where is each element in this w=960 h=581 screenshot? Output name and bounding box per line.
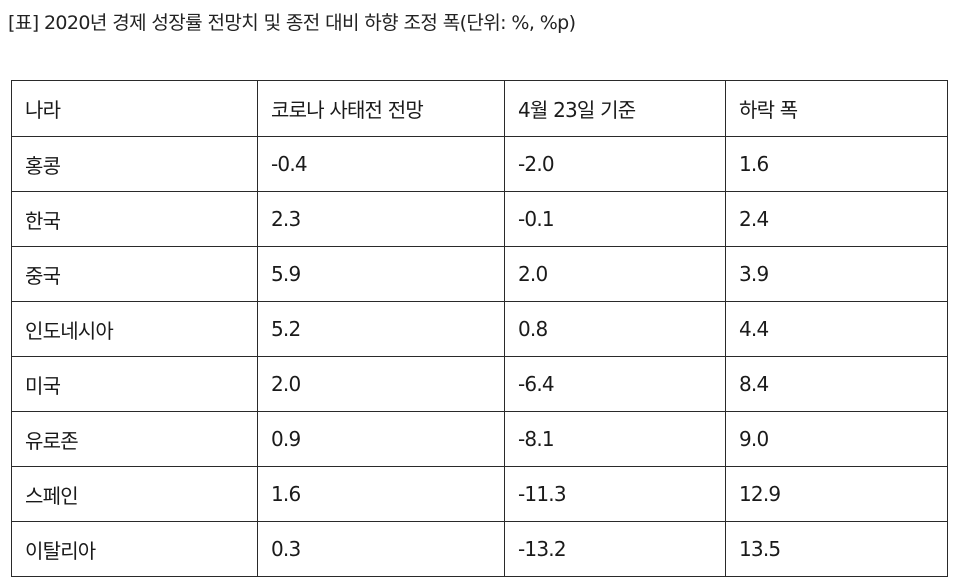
cell-pre-covid-forecast: 0.3: [257, 521, 505, 577]
cell-april-23-forecast: -0.1: [504, 191, 726, 247]
header-decline: 하락 폭: [725, 80, 948, 137]
cell-pre-covid-forecast: 5.2: [257, 301, 505, 357]
cell-april-23-forecast: -11.3: [504, 466, 726, 522]
cell-decline: 8.4: [725, 356, 948, 412]
cell-country: 중국: [11, 246, 258, 302]
cell-pre-covid-forecast: 1.6: [257, 466, 505, 522]
cell-country: 스페인: [11, 466, 258, 522]
cell-april-23-forecast: -6.4: [504, 356, 726, 412]
table-caption: [표] 2020년 경제 성장률 전망치 및 종전 대비 하향 조정 폭(단위:…: [8, 12, 576, 34]
table-row: 한국 2.3 -0.1 2.4: [11, 191, 948, 247]
table-row: 유로존 0.9 -8.1 9.0: [11, 411, 948, 467]
table-row: 미국 2.0 -6.4 8.4: [11, 356, 948, 412]
cell-decline: 3.9: [725, 246, 948, 302]
cell-pre-covid-forecast: 2.3: [257, 191, 505, 247]
cell-decline: 12.9: [725, 466, 948, 522]
table-header-row: 나라 코로나 사태전 전망 4월 23일 기준 하락 폭: [11, 80, 948, 137]
cell-pre-covid-forecast: 0.9: [257, 411, 505, 467]
table-row: 인도네시아 5.2 0.8 4.4: [11, 301, 948, 357]
table-row: 스페인 1.6 -11.3 12.9: [11, 466, 948, 522]
cell-pre-covid-forecast: 2.0: [257, 356, 505, 412]
cell-april-23-forecast: 0.8: [504, 301, 726, 357]
growth-forecast-table: 나라 코로나 사태전 전망 4월 23일 기준 하락 폭 홍콩 -0.4 -2.…: [11, 80, 948, 577]
cell-country: 이탈리아: [11, 521, 258, 577]
cell-country: 한국: [11, 191, 258, 247]
header-country: 나라: [11, 80, 258, 137]
cell-pre-covid-forecast: -0.4: [257, 136, 505, 192]
header-pre-covid-forecast: 코로나 사태전 전망: [257, 80, 505, 137]
cell-april-23-forecast: -8.1: [504, 411, 726, 467]
cell-country: 인도네시아: [11, 301, 258, 357]
cell-pre-covid-forecast: 5.9: [257, 246, 505, 302]
cell-april-23-forecast: 2.0: [504, 246, 726, 302]
cell-decline: 4.4: [725, 301, 948, 357]
header-april-23-forecast: 4월 23일 기준: [504, 80, 726, 137]
cell-decline: 2.4: [725, 191, 948, 247]
table-row: 중국 5.9 2.0 3.9: [11, 246, 948, 302]
cell-april-23-forecast: -13.2: [504, 521, 726, 577]
cell-country: 유로존: [11, 411, 258, 467]
table-row: 이탈리아 0.3 -13.2 13.5: [11, 521, 948, 577]
cell-decline: 1.6: [725, 136, 948, 192]
table-row: 홍콩 -0.4 -2.0 1.6: [11, 136, 948, 192]
cell-country: 홍콩: [11, 136, 258, 192]
cell-decline: 9.0: [725, 411, 948, 467]
cell-april-23-forecast: -2.0: [504, 136, 726, 192]
cell-country: 미국: [11, 356, 258, 412]
cell-decline: 13.5: [725, 521, 948, 577]
